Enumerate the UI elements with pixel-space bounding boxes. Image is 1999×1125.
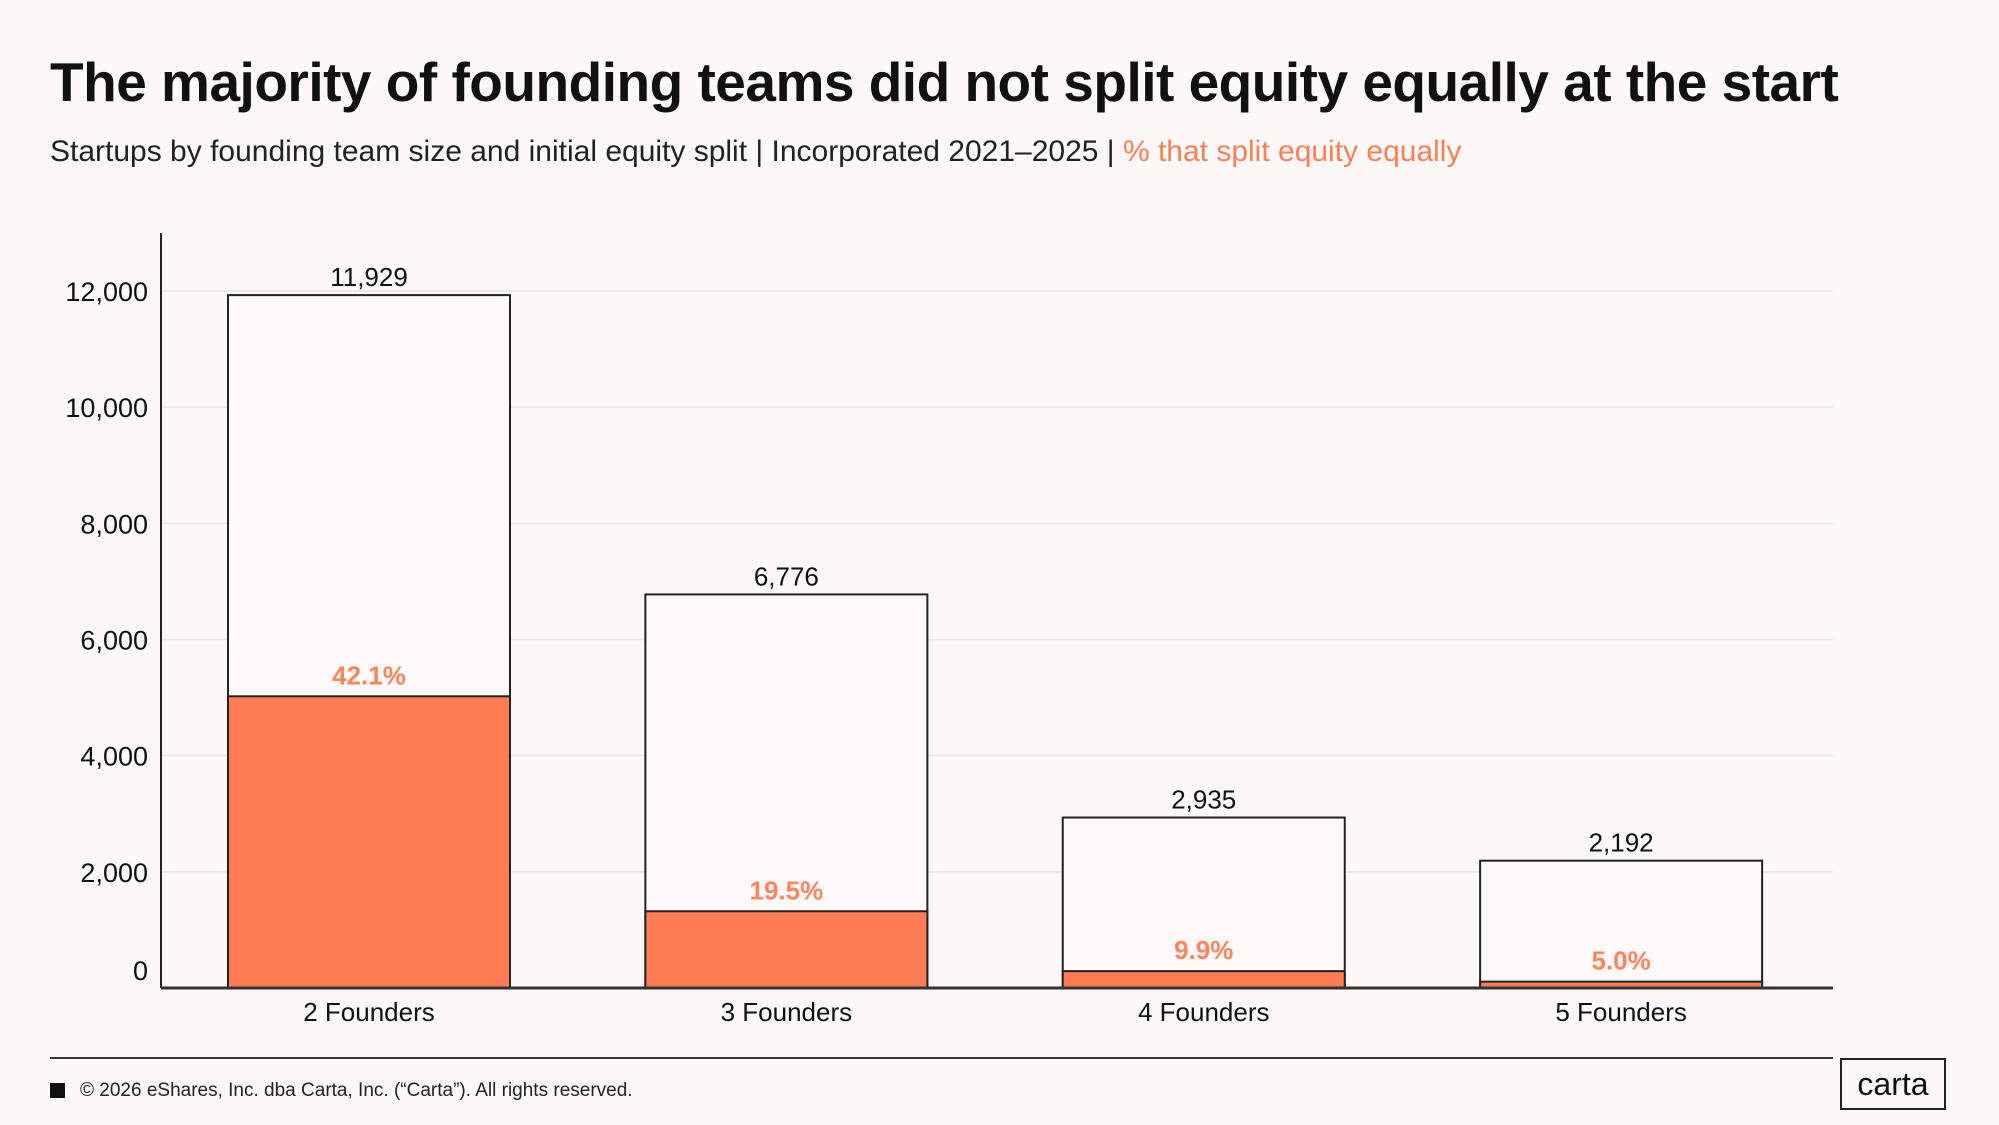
equal-split-label: 42.1%	[332, 660, 406, 690]
y-tick-label: 0	[133, 956, 148, 986]
x-tick-label: 5 Founders	[1555, 997, 1687, 1027]
total-label: 2,935	[1171, 785, 1236, 815]
y-tick-label: 8,000	[80, 509, 148, 539]
x-tick-label: 2 Founders	[303, 997, 435, 1027]
total-label: 2,192	[1589, 828, 1654, 858]
y-tick-label: 4,000	[80, 742, 148, 772]
equal-split-label: 5.0%	[1591, 946, 1650, 976]
equal-split-label: 9.9%	[1174, 935, 1233, 965]
y-tick-label: 2,000	[80, 858, 148, 888]
x-tick-label: 4 Founders	[1138, 997, 1270, 1027]
bar-equal-split	[227, 695, 511, 990]
chart-title: The majority of founding teams did not s…	[50, 51, 1839, 113]
copyright-text: © 2026 eShares, Inc. dba Carta, Inc. (“C…	[80, 1080, 633, 1101]
carta-logo: carta	[1840, 1058, 1946, 1110]
footer-divider	[50, 1057, 1833, 1059]
bar-equal-split	[644, 910, 929, 990]
chart-subtitle: Startups by founding team size and initi…	[50, 135, 1461, 169]
y-tick-label: 10,000	[65, 393, 148, 423]
x-tick-label: 3 Founders	[721, 997, 853, 1027]
footer-square-icon	[50, 1083, 65, 1098]
logo-text: carta	[1857, 1065, 1929, 1102]
y-tick-label: 6,000	[80, 626, 148, 656]
y-tick-label: 12,000	[65, 277, 148, 307]
equal-split-label: 19.5%	[750, 875, 824, 905]
subtitle-text: Startups by founding team size and initi…	[50, 135, 1123, 168]
subtitle-highlight: % that split equity equally	[1122, 135, 1462, 168]
bar-total	[1061, 816, 1346, 989]
bar-total	[1479, 859, 1764, 989]
total-label: 11,929	[330, 262, 408, 292]
bar-equal-split	[1061, 970, 1346, 989]
total-label: 6,776	[754, 561, 819, 591]
